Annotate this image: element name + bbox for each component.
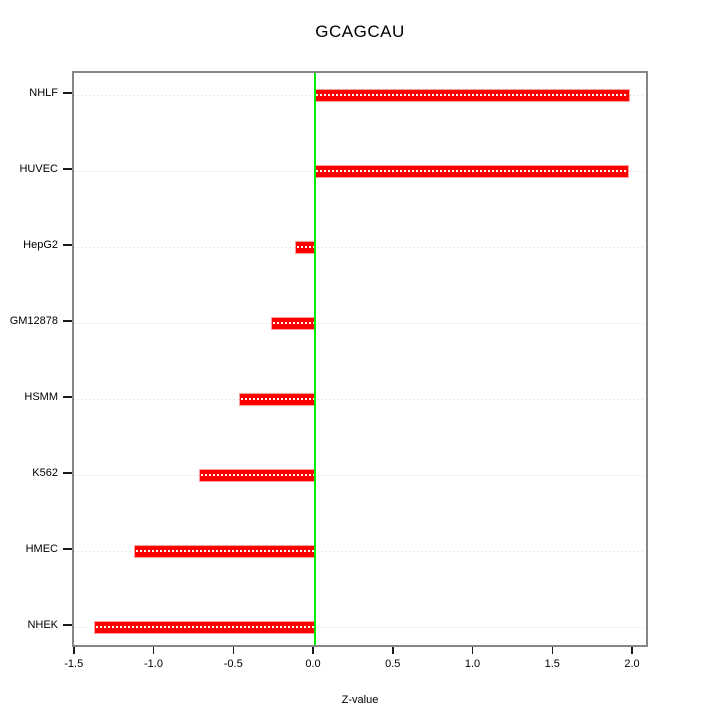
x-axis-tick xyxy=(631,647,633,654)
y-axis-tick xyxy=(63,548,72,550)
gridline xyxy=(74,246,646,248)
y-axis-label: HSMM xyxy=(24,391,58,403)
bar-hsmm xyxy=(240,393,315,405)
x-axis-tick-label: 1.5 xyxy=(544,658,560,670)
bar-gm12878 xyxy=(271,317,315,329)
x-axis-tick-label: 1.0 xyxy=(464,658,481,670)
x-axis-tick-label: 0.5 xyxy=(385,658,401,670)
plot-area xyxy=(72,71,648,647)
gridline xyxy=(74,322,646,324)
y-axis-label: HMEC xyxy=(25,543,58,555)
y-axis-label: NHLF xyxy=(29,87,58,99)
x-axis-title: Z-value xyxy=(341,694,379,706)
bar-hatch xyxy=(316,170,627,172)
bar-hmec xyxy=(134,545,315,557)
bar-k562 xyxy=(200,469,315,481)
x-axis-tick-label: -1.5 xyxy=(64,658,84,670)
y-axis-label: HUVEC xyxy=(19,163,58,175)
bar-hatch xyxy=(296,246,314,248)
bar-hatch xyxy=(135,550,314,552)
chart-title: GCAGCAU xyxy=(315,22,405,41)
y-axis-tick xyxy=(63,472,72,474)
bar-huvec xyxy=(315,165,628,177)
x-axis-tick-label: -1.0 xyxy=(144,658,163,670)
bar-hatch xyxy=(241,398,314,400)
y-axis-tick xyxy=(63,396,72,398)
gridline xyxy=(74,474,646,476)
gridline xyxy=(74,398,646,400)
x-axis-tick xyxy=(551,647,553,654)
x-axis-tick-label: 0.0 xyxy=(305,658,321,670)
x-axis-tick xyxy=(471,647,474,654)
bar-nhlf xyxy=(315,89,630,101)
bar-hatch xyxy=(272,322,314,324)
bar-hatch xyxy=(95,626,314,628)
y-axis-label: NHEK xyxy=(27,619,58,631)
x-axis-tick-label: -0.5 xyxy=(223,658,243,670)
y-axis-label: HepG2 xyxy=(23,239,58,251)
y-axis-tick xyxy=(63,168,72,170)
x-axis-tick xyxy=(392,647,394,654)
gridline xyxy=(74,626,646,628)
x-axis-tick xyxy=(312,647,314,654)
x-axis-tick-label: 2.0 xyxy=(624,658,640,670)
y-axis-tick xyxy=(63,92,72,94)
y-axis-label: K562 xyxy=(32,467,58,479)
y-axis-tick xyxy=(63,624,72,626)
zero-reference-line xyxy=(314,73,316,645)
y-axis-tick xyxy=(63,320,72,322)
bar-hepg2 xyxy=(295,241,315,253)
bar-hatch xyxy=(316,94,629,96)
bar-nhek xyxy=(94,621,315,633)
y-axis-tick xyxy=(63,244,72,246)
bar-hatch xyxy=(201,474,314,476)
x-axis-tick xyxy=(73,647,75,654)
x-axis-tick xyxy=(152,647,155,654)
x-axis-tick xyxy=(232,647,234,654)
y-axis-label: GM12878 xyxy=(9,315,58,327)
gridline xyxy=(74,550,646,552)
